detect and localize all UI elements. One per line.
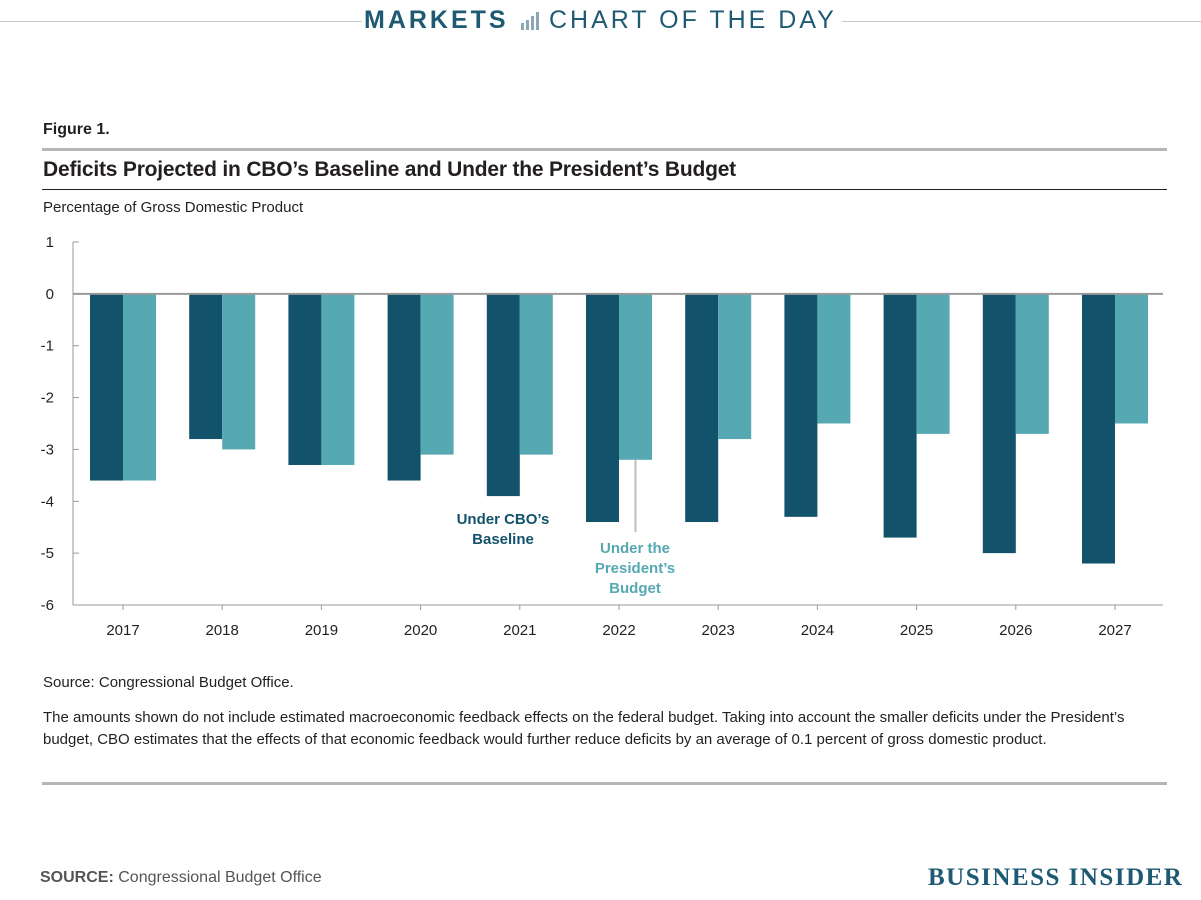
bar-president [1015, 293, 1049, 434]
bar-president [420, 293, 454, 455]
bar-baseline [486, 293, 520, 497]
brand-logo: BUSINESS INSIDER [928, 864, 1184, 891]
chart-title: Deficits Projected in CBO’s Baseline and… [43, 158, 736, 181]
bar-president [817, 293, 851, 424]
footer-source-text: Congressional Budget Office [118, 869, 322, 886]
bar-baseline [883, 293, 917, 538]
header-banner: MARKETS CHART OF THE DAY [0, 0, 1201, 44]
header-divider-left [0, 21, 362, 22]
y-tick-label: -5 [41, 545, 54, 562]
bar-president [1115, 293, 1148, 424]
x-tick-label: 2019 [305, 622, 338, 639]
subsection-title: CHART OF THE DAY [549, 6, 837, 34]
bar-president [519, 293, 553, 455]
bar-baseline [784, 293, 818, 517]
bar-baseline [982, 293, 1016, 554]
figure-footnote: The amounts shown do not include estimat… [43, 709, 1125, 748]
header-divider-right [842, 21, 1201, 22]
x-tick-label: 2021 [503, 622, 536, 639]
bar-president [123, 293, 156, 481]
y-tick-label: -3 [41, 441, 54, 458]
figure-label: Figure 1. [43, 121, 110, 138]
x-tick-label: 2027 [1098, 622, 1131, 639]
x-tick-label: 2018 [206, 622, 239, 639]
title-rule-top [42, 148, 1167, 151]
bar-baseline [1082, 293, 1115, 564]
y-tick-label: -1 [41, 338, 54, 355]
legend-baseline-label: Under CBO’s Baseline [457, 511, 550, 548]
x-tick-label: 2022 [602, 622, 635, 639]
bar-baseline [387, 293, 421, 481]
legend-president-label: Under the President’s Budget [595, 540, 675, 597]
x-tick-label: 2025 [900, 622, 933, 639]
bar-baseline [586, 293, 619, 523]
footer-source: SOURCE: Congressional Budget Office [40, 869, 322, 887]
x-tick-label: 2023 [702, 622, 735, 639]
bar-baseline [685, 293, 719, 523]
bar-baseline [189, 293, 223, 440]
section-title: MARKETS [364, 6, 509, 34]
bar-baseline [90, 293, 123, 481]
footer-source-label: SOURCE: [40, 869, 114, 886]
y-tick-label: 1 [46, 234, 54, 251]
bar-chart-icon [521, 12, 539, 30]
title-rule-bottom [42, 189, 1167, 190]
bar-president [916, 293, 950, 434]
bar-president [619, 293, 652, 460]
x-tick-label: 2020 [404, 622, 437, 639]
y-tick-label: 0 [46, 286, 54, 303]
y-tick-label: -6 [41, 597, 54, 614]
bar-president [222, 293, 256, 450]
figure-source: Source: Congressional Budget Office. [43, 674, 294, 691]
x-tick-label: 2017 [106, 622, 139, 639]
x-tick-label: 2024 [801, 622, 834, 639]
bar-baseline [288, 293, 322, 465]
footnote-rule [42, 782, 1167, 785]
y-tick-label: -4 [41, 493, 54, 510]
x-tick-label: 2026 [999, 622, 1032, 639]
y-tick-label: -2 [41, 390, 54, 407]
bar-president [718, 293, 752, 440]
bar-president [321, 293, 355, 465]
y-axis-unit-label: Percentage of Gross Domestic Product [43, 199, 304, 216]
